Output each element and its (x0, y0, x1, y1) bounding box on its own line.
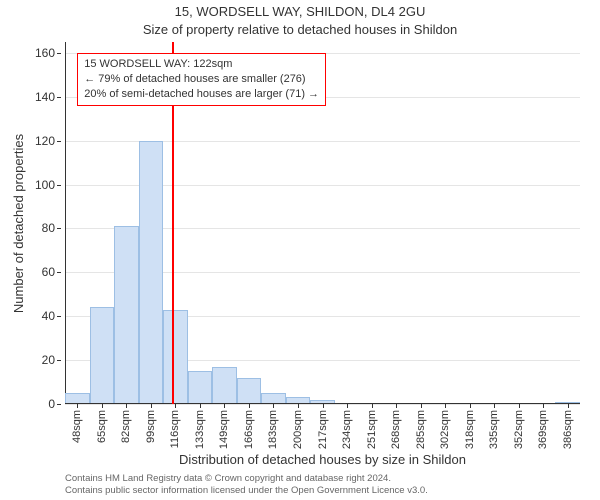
footnote-line2: Contains public sector information licen… (65, 485, 580, 496)
chart-title-main: 15, WORDSELL WAY, SHILDON, DL4 2GU (0, 4, 600, 19)
x-tick (445, 404, 446, 408)
x-tick (224, 404, 225, 408)
y-axis-title: Number of detached properties (12, 42, 26, 404)
x-tick (372, 404, 373, 408)
info-box: 15 WORDSELL WAY: 122sqm← 79% of detached… (77, 53, 326, 106)
x-tick (519, 404, 520, 408)
x-tick (494, 404, 495, 408)
y-tick-label: 160 (35, 46, 55, 60)
y-tick (57, 141, 61, 142)
x-tick (175, 404, 176, 408)
x-tick-label: 285sqm (415, 410, 427, 449)
x-tick (323, 404, 324, 408)
x-tick-label: 386sqm (562, 410, 574, 449)
histogram-bar (237, 378, 262, 404)
info-line-1: 15 WORDSELL WAY: 122sqm (84, 57, 319, 72)
x-tick (77, 404, 78, 408)
chart-container: 15, WORDSELL WAY, SHILDON, DL4 2GU Size … (0, 0, 600, 500)
histogram-bar (163, 310, 188, 404)
y-tick-label: 0 (48, 397, 55, 411)
y-tick (57, 185, 61, 186)
footnote: Contains HM Land Registry data © Crown c… (65, 473, 580, 496)
y-tick-label: 60 (42, 265, 55, 279)
y-tick (57, 316, 61, 317)
histogram-bar (139, 141, 164, 404)
y-tick-label: 120 (35, 134, 55, 148)
x-tick (347, 404, 348, 408)
x-tick-label: 268sqm (390, 410, 402, 449)
x-tick (421, 404, 422, 408)
x-tick-label: 369sqm (537, 410, 549, 449)
y-tick-label: 80 (42, 221, 55, 235)
y-tick (57, 360, 61, 361)
x-tick (151, 404, 152, 408)
y-tick-label: 100 (35, 178, 55, 192)
info-line-2: ← 79% of detached houses are smaller (27… (84, 72, 319, 87)
y-tick-label: 40 (42, 309, 55, 323)
y-tick (57, 228, 61, 229)
info-line-3: 20% of semi-detached houses are larger (… (84, 87, 319, 102)
x-tick-label: 352sqm (513, 410, 525, 449)
x-tick (396, 404, 397, 408)
histogram-bar (114, 226, 139, 404)
x-tick-label: 82sqm (120, 410, 132, 443)
y-tick-label: 140 (35, 90, 55, 104)
x-tick-label: 251sqm (366, 410, 378, 449)
x-tick-label: 200sqm (292, 410, 304, 449)
histogram-bar (90, 307, 115, 404)
x-tick-label: 217sqm (317, 410, 329, 449)
x-tick-label: 149sqm (218, 410, 230, 449)
y-tick (57, 97, 61, 98)
histogram-bar (188, 371, 213, 404)
footnote-line1: Contains HM Land Registry data © Crown c… (65, 473, 580, 484)
y-tick-label: 20 (42, 353, 55, 367)
x-tick-label: 302sqm (439, 410, 451, 449)
x-tick-label: 48sqm (71, 410, 83, 443)
x-tick (102, 404, 103, 408)
x-tick (298, 404, 299, 408)
chart-title-sub: Size of property relative to detached ho… (0, 22, 600, 37)
y-tick (57, 272, 61, 273)
x-tick (200, 404, 201, 408)
x-axis-title: Distribution of detached houses by size … (65, 452, 580, 467)
x-tick-label: 133sqm (194, 410, 206, 449)
x-tick-label: 116sqm (169, 410, 181, 448)
x-tick-label: 99sqm (145, 410, 157, 443)
x-tick (543, 404, 544, 408)
plot-area: 02040608010012014016048sqm65sqm82sqm99sq… (65, 42, 580, 404)
x-tick-label: 183sqm (267, 410, 279, 449)
x-tick-label: 318sqm (464, 410, 476, 449)
x-tick (470, 404, 471, 408)
x-tick-label: 166sqm (243, 410, 255, 449)
x-tick-label: 234sqm (341, 410, 353, 449)
y-tick (57, 404, 61, 405)
x-tick-label: 65sqm (96, 410, 108, 443)
x-tick (273, 404, 274, 408)
histogram-bar (212, 367, 237, 404)
x-tick (249, 404, 250, 408)
y-tick (57, 53, 61, 54)
x-tick (126, 404, 127, 408)
x-tick (568, 404, 569, 408)
x-tick-label: 335sqm (488, 410, 500, 449)
